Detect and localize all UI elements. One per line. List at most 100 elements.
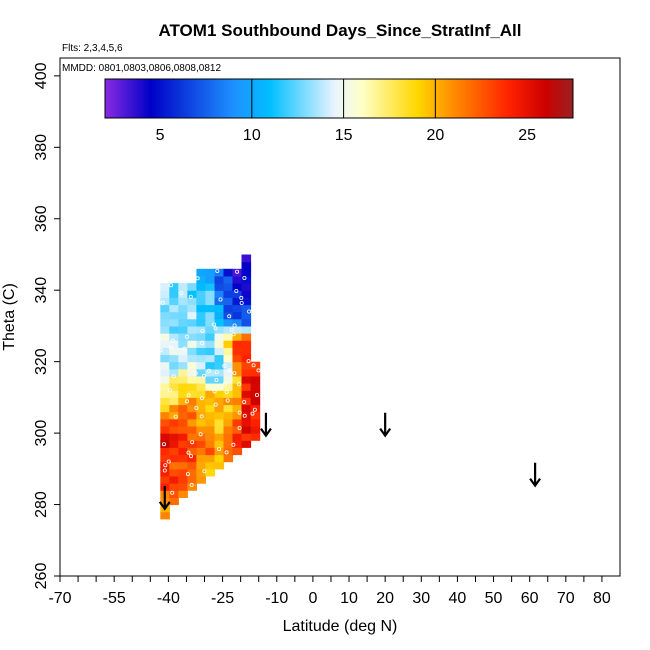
x-tick-label: 20 <box>376 590 394 607</box>
sample-marker <box>199 414 204 419</box>
heatmap-cell <box>232 318 243 327</box>
heatmap-cell <box>160 447 170 456</box>
heatmap-cell <box>241 347 252 356</box>
heatmap-cell <box>169 476 179 484</box>
sample-marker <box>190 440 195 445</box>
heatmap-cell <box>223 290 234 298</box>
sample-marker <box>214 377 219 382</box>
sample-marker <box>222 363 227 368</box>
heatmap-cell <box>187 297 197 306</box>
heatmap-cell <box>169 325 179 334</box>
heatmap-cell <box>241 268 252 277</box>
heatmap-cell <box>196 304 206 313</box>
heatmap-cell <box>241 404 252 413</box>
heatmap-cell <box>187 368 197 377</box>
sample-marker <box>189 482 194 487</box>
heatmap-cell <box>196 290 206 298</box>
heatmap-cell <box>178 340 188 348</box>
heatmap-cell <box>250 426 261 434</box>
heatmap-cell <box>223 325 234 334</box>
heatmap-cell <box>250 375 261 384</box>
sample-marker <box>231 332 236 337</box>
x-tick-label: 40 <box>449 590 467 607</box>
heatmap-cell <box>223 361 234 370</box>
heatmap-cell <box>178 397 188 406</box>
sample-marker <box>256 368 261 373</box>
sample-marker <box>215 268 220 273</box>
heatmap-cell <box>223 275 234 284</box>
heatmap-cell <box>160 383 170 391</box>
heatmap-cell <box>241 290 252 298</box>
sample-marker <box>186 450 191 455</box>
x-tick-label: -40 <box>157 590 180 607</box>
sample-marker <box>252 407 257 412</box>
heatmap-cell <box>160 440 170 448</box>
heatmap-cell <box>214 354 225 363</box>
heatmap-cell <box>178 440 188 448</box>
heatmap-cell <box>205 383 215 391</box>
heatmap-cell <box>160 297 170 306</box>
sample-marker <box>188 294 193 299</box>
heatmap-cell <box>160 476 170 484</box>
heatmap-cell <box>241 390 252 398</box>
sample-marker <box>193 371 198 376</box>
heatmap-cell <box>241 426 252 434</box>
heatmap-cell <box>169 290 179 298</box>
heatmap-cell <box>187 404 197 413</box>
heatmap-cell <box>241 311 252 320</box>
heatmap-cell <box>160 433 170 441</box>
heatmap-cell <box>232 426 243 434</box>
heatmap-cell <box>223 311 234 320</box>
colorbar-tick-label: 5 <box>156 127 165 144</box>
heatmap-cell <box>187 390 197 398</box>
heatmap-cell <box>169 347 179 356</box>
x-axis-label: Latitude (deg N) <box>283 618 398 635</box>
heatmap-cell <box>205 290 215 298</box>
heatmap-cell <box>223 368 234 377</box>
sample-marker <box>166 459 171 464</box>
colorbar-tick-label: 10 <box>243 127 261 144</box>
heatmap-cell <box>250 397 261 406</box>
heatmap-cell <box>178 325 188 334</box>
heatmap-cell <box>178 375 188 384</box>
heatmap-cell <box>250 411 261 420</box>
heatmap-cell <box>187 468 197 477</box>
sample-marker <box>237 425 242 430</box>
sample-markers <box>158 268 261 495</box>
heatmap-cell <box>160 340 170 348</box>
heatmap-cell <box>169 440 179 448</box>
sample-marker <box>179 291 184 296</box>
sample-marker <box>182 346 187 351</box>
heatmap-cell <box>223 397 234 406</box>
colorbar-gradient <box>104 78 574 119</box>
heatmap-cell <box>205 375 215 384</box>
heatmap-cell <box>223 418 234 427</box>
sample-marker <box>198 432 203 437</box>
y-tick-label: 360 <box>33 205 50 232</box>
heatmap-cell <box>223 447 234 456</box>
x-tick-label: 10 <box>340 590 358 607</box>
heatmap-cell <box>232 325 243 334</box>
sample-marker <box>184 334 189 339</box>
heatmap-cell <box>160 468 170 477</box>
heatmap-cell <box>187 426 197 434</box>
heatmap-cell <box>232 283 243 291</box>
heatmap-cell <box>196 275 206 284</box>
heatmap-cell <box>178 418 188 427</box>
heatmap-cell <box>232 333 243 341</box>
heatmap-cell <box>196 433 206 441</box>
heatmap-cell <box>241 354 252 363</box>
heatmap-cell <box>196 476 206 484</box>
y-tick-label: 280 <box>33 491 50 518</box>
heatmap-cell <box>232 347 243 356</box>
heatmap-cell <box>232 404 243 413</box>
heatmap-cell <box>214 347 225 356</box>
heatmap-cell <box>196 390 206 398</box>
sample-marker <box>212 322 217 327</box>
y-tick-label: 380 <box>33 134 50 161</box>
x-tick-label: 60 <box>521 590 539 607</box>
sample-marker <box>195 276 200 281</box>
sample-marker <box>224 450 229 455</box>
heatmap-cell <box>196 397 206 406</box>
heatmap-cell <box>205 418 215 427</box>
